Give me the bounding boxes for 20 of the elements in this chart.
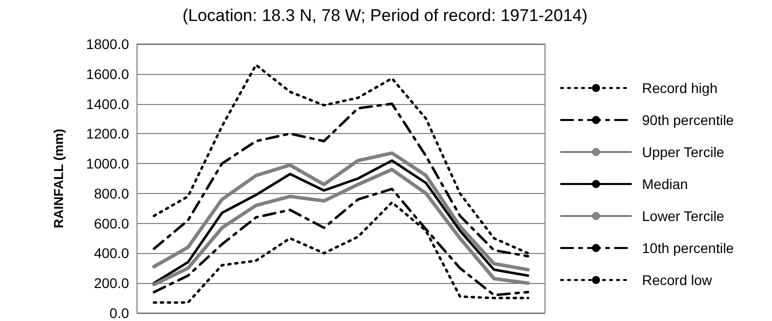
y-tick-label: 1600.0: [86, 66, 130, 82]
legend-label: 10th percentile: [642, 240, 734, 256]
y-tick-label: 400.0: [94, 245, 130, 262]
legend-label: Lower Tercile: [642, 208, 724, 224]
legend-label: Record low: [642, 272, 713, 288]
y-tick-label: 800.0: [94, 185, 130, 202]
y-tick-label: 200.0: [94, 275, 130, 292]
y-tick-label: 1800.0: [86, 36, 130, 52]
y-axis-title: RAINFALL (mm): [51, 128, 66, 228]
legend-label: Median: [642, 176, 688, 192]
legend-label: Upper Tercile: [642, 144, 724, 160]
y-tick-label: 1000.0: [86, 156, 130, 172]
chart-title: (Location: 18.3 N, 78 W; Period of record: 1971-2014): [182, 6, 588, 25]
y-tick-label: 600.0: [94, 215, 130, 232]
legend-label: 90th percentile: [642, 112, 734, 128]
line-series: [152, 64, 530, 254]
legend-label: Record high: [642, 80, 718, 96]
y-tick-label: 1200.0: [86, 126, 130, 142]
y-tick-label: 0.0: [110, 305, 130, 321]
y-tick-label: 1400.0: [86, 96, 130, 112]
